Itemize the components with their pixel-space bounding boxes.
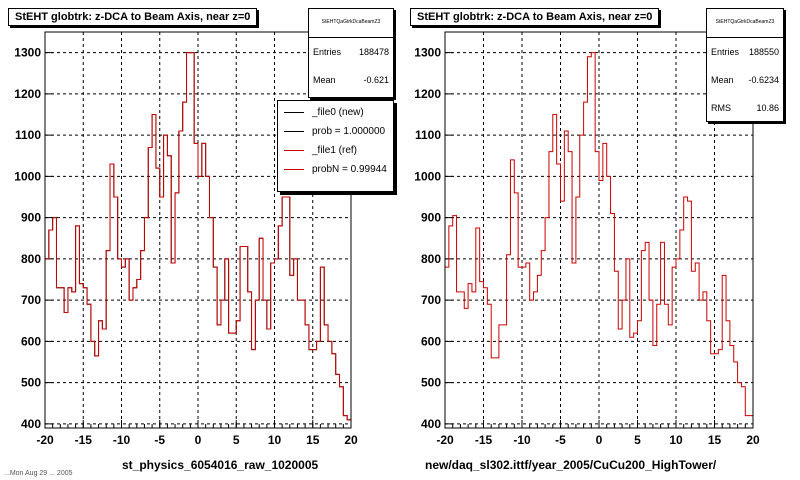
legend-entry-new: _file0 (new) (278, 103, 393, 122)
histogram-series-1 (445, 52, 753, 417)
y-tick-label: 800 (421, 252, 441, 266)
y-tick-label: 1200 (414, 87, 441, 101)
x-tick-label: -5 (555, 433, 566, 447)
legend-label: prob = 1.000000 (312, 126, 386, 137)
y-tick-label: 600 (421, 334, 441, 348)
stats-row-entries: Entries 188550 (707, 38, 783, 66)
y-tick-label: 1000 (14, 169, 41, 183)
y-tick-label: 1200 (14, 87, 41, 101)
x-tick-label: -20 (36, 433, 54, 447)
stats-box-name: StEHTQaGtrkDcaBeamZ3 (309, 9, 393, 38)
stats-value: -0.621 (363, 75, 389, 85)
y-tick-label: 900 (21, 211, 41, 225)
y-tick-label: 600 (21, 334, 41, 348)
legend-line-swatch (284, 169, 304, 170)
legend-line-swatch (284, 150, 304, 151)
stats-label: Entries (313, 47, 342, 57)
stats-value: 188478 (358, 47, 389, 57)
stats-row-mean: Mean -0.6234 (707, 66, 783, 94)
chart-title-right: StEHT globtrk: z-DCA to Beam Axis, near … (410, 8, 660, 26)
x-tick-label: 20 (344, 433, 358, 447)
stats-box-left: StEHTQaGtrkDcaBeamZ3 Entries 188478 Mean… (308, 8, 394, 98)
histogram-series-2 (45, 52, 351, 421)
x-tick-label: -15 (75, 433, 93, 447)
x-tick-label: 15 (708, 433, 722, 447)
x-tick-label: -10 (113, 433, 131, 447)
legend-label: probN = 0.99944 (312, 164, 387, 175)
footer-data-path: new/daq_sl302.ittf/year_2005/CuCu200_Hig… (425, 458, 717, 472)
stats-box-right: StEHTQaGtrkDcaBeamZ3 Entries 188550 Mean… (706, 8, 784, 122)
x-tick-label: -15 (475, 433, 493, 447)
plot-frame (44, 31, 352, 429)
y-tick-label: 500 (421, 376, 441, 390)
x-tick-label: 5 (233, 433, 240, 447)
y-tick-label: 1300 (14, 46, 41, 60)
x-tick-label: 20 (746, 433, 760, 447)
y-tick-label: 800 (21, 252, 41, 266)
footer-timestamp: ...Mon Aug 29 ... 2005 (4, 470, 73, 477)
y-tick-label: 900 (421, 211, 441, 225)
legend-line-swatch (284, 112, 304, 113)
x-tick-label: -10 (513, 433, 531, 447)
x-tick-label: 15 (306, 433, 320, 447)
legend-label: _file0 (new) (312, 107, 364, 118)
y-tick-label: 500 (21, 376, 41, 390)
stats-label: RMS (711, 103, 731, 113)
x-tick-label: -5 (154, 433, 165, 447)
plot-frame (444, 31, 754, 429)
legend-label: _file1 (ref) (312, 145, 358, 156)
legend-entry-probn: probN = 0.99944 (278, 160, 393, 179)
stats-row-mean: Mean -0.621 (309, 66, 393, 94)
x-tick-label: 0 (596, 433, 603, 447)
x-tick-label: 5 (634, 433, 641, 447)
y-tick-label: 1100 (15, 128, 41, 142)
legend-box: _file0 (new) prob = 1.000000 _file1 (ref… (277, 100, 394, 192)
stats-value: -0.6234 (748, 75, 779, 85)
stats-box-name: StEHTQaGtrkDcaBeamZ3 (707, 9, 783, 38)
legend-line-swatch (284, 131, 304, 132)
x-tick-label: -20 (436, 433, 454, 447)
legend-entry-prob: prob = 1.000000 (278, 122, 393, 141)
y-tick-label: 700 (421, 293, 441, 307)
stats-value: 10.86 (756, 103, 779, 113)
x-tick-label: 10 (669, 433, 683, 447)
y-tick-label: 400 (421, 417, 441, 431)
y-tick-label: 1100 (415, 128, 441, 142)
stats-row-entries: Entries 188478 (309, 38, 393, 66)
chart-title-left: StEHT globtrk: z-DCA to Beam Axis, near … (8, 8, 258, 26)
stats-label: Entries (711, 47, 740, 57)
x-tick-label: 0 (195, 433, 202, 447)
y-tick-label: 700 (21, 293, 41, 307)
y-tick-label: 1300 (414, 46, 441, 60)
footer-run-name: st_physics_6054016_raw_1020005 (122, 458, 319, 472)
stats-label: Mean (313, 75, 336, 85)
x-tick-label: 10 (268, 433, 282, 447)
stats-label: Mean (711, 75, 734, 85)
legend-entry-ref: _file1 (ref) (278, 141, 393, 160)
y-tick-label: 1000 (414, 169, 441, 183)
y-tick-label: 400 (21, 417, 41, 431)
stats-row-rms: RMS 10.86 (707, 94, 783, 122)
stats-value: 188550 (748, 47, 779, 57)
